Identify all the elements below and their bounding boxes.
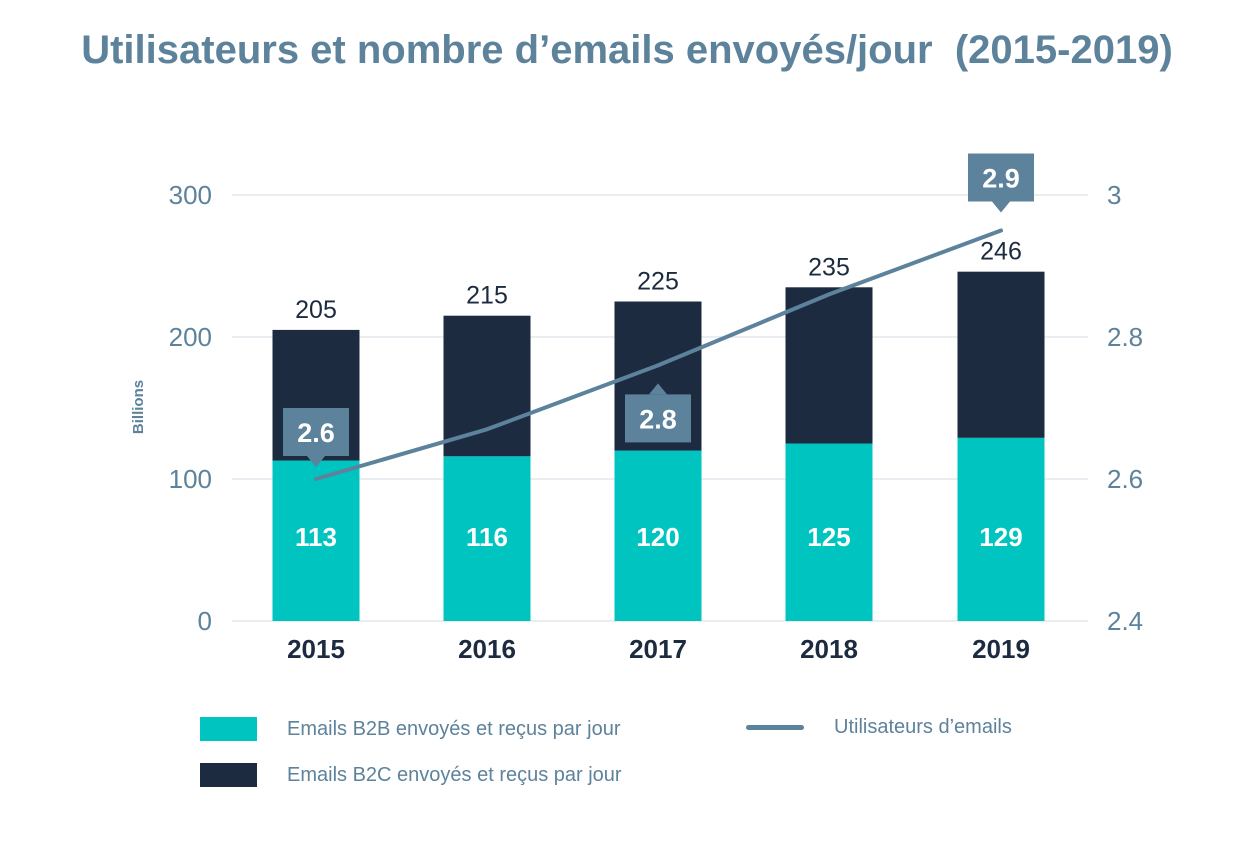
legend-item-b2b: Emails B2B envoyés et reçus par jour	[200, 717, 621, 741]
data-label-b2b: 125	[807, 522, 850, 552]
y-tick-label: 100	[169, 464, 212, 494]
x-tick-label: 2017	[629, 634, 687, 664]
x-tick-label: 2015	[287, 634, 345, 664]
bar-b2b	[614, 450, 702, 621]
bar-b2b	[785, 443, 873, 621]
legend-label-b2b: Emails B2B envoyés et reçus par jour	[287, 717, 621, 740]
data-label-total: 205	[295, 296, 337, 324]
bar-b2c	[785, 287, 873, 444]
data-label-b2b: 129	[979, 522, 1022, 552]
x-tick-label: 2016	[458, 634, 516, 664]
callout-box	[968, 153, 1034, 202]
legend-item-b2c: Emails B2C envoyés et reçus par jour	[200, 763, 622, 787]
callout-label: 2.6	[297, 418, 335, 448]
y-tick-label: 200	[169, 322, 212, 352]
legend-item-users: Utilisateurs d’emails	[746, 716, 1012, 739]
y2-tick-label: 2.8	[1107, 322, 1143, 352]
data-label-total: 225	[637, 268, 679, 296]
y-tick-label: 0	[198, 606, 212, 636]
y-axis-label: Billions	[130, 380, 147, 434]
data-label-b2b: 113	[295, 522, 337, 552]
y2-tick-label: 3	[1107, 180, 1121, 210]
y2-tick-label: 2.6	[1107, 464, 1143, 494]
callout-label: 2.9	[982, 164, 1020, 194]
callout-box	[625, 394, 691, 443]
bar-b2b	[443, 456, 531, 621]
data-label-total: 246	[980, 238, 1022, 266]
data-label-total: 235	[808, 253, 850, 281]
legend-swatch-b2c	[200, 763, 257, 787]
callout-box	[283, 408, 349, 456]
data-label-total: 215	[466, 282, 508, 310]
x-tick-label: 2018	[800, 634, 858, 664]
legend-label-b2c: Emails B2C envoyés et reçus par jour	[287, 763, 622, 786]
legend-swatch-b2b	[200, 717, 257, 741]
x-tick-label: 2019	[972, 634, 1030, 664]
callout-pointer	[992, 201, 1010, 213]
bar-b2b	[957, 437, 1045, 621]
bar-b2b	[272, 460, 360, 621]
chart-title: Utilisateurs et nombre d’emails envoyés/…	[81, 28, 1173, 72]
y2-tick-label: 2.4	[1107, 606, 1143, 636]
callout-pointer	[307, 456, 325, 467]
data-label-b2b: 116	[466, 522, 508, 552]
callout-label: 2.8	[639, 404, 677, 434]
bar-b2c	[957, 271, 1045, 438]
y-tick-label: 300	[169, 180, 212, 210]
legend-label-users: Utilisateurs d’emails	[834, 716, 1012, 738]
users-line	[314, 228, 1003, 481]
bar-b2c	[443, 315, 531, 457]
legend-line-users	[746, 725, 804, 730]
data-label-b2b: 120	[636, 522, 679, 552]
callout-pointer	[649, 383, 667, 395]
